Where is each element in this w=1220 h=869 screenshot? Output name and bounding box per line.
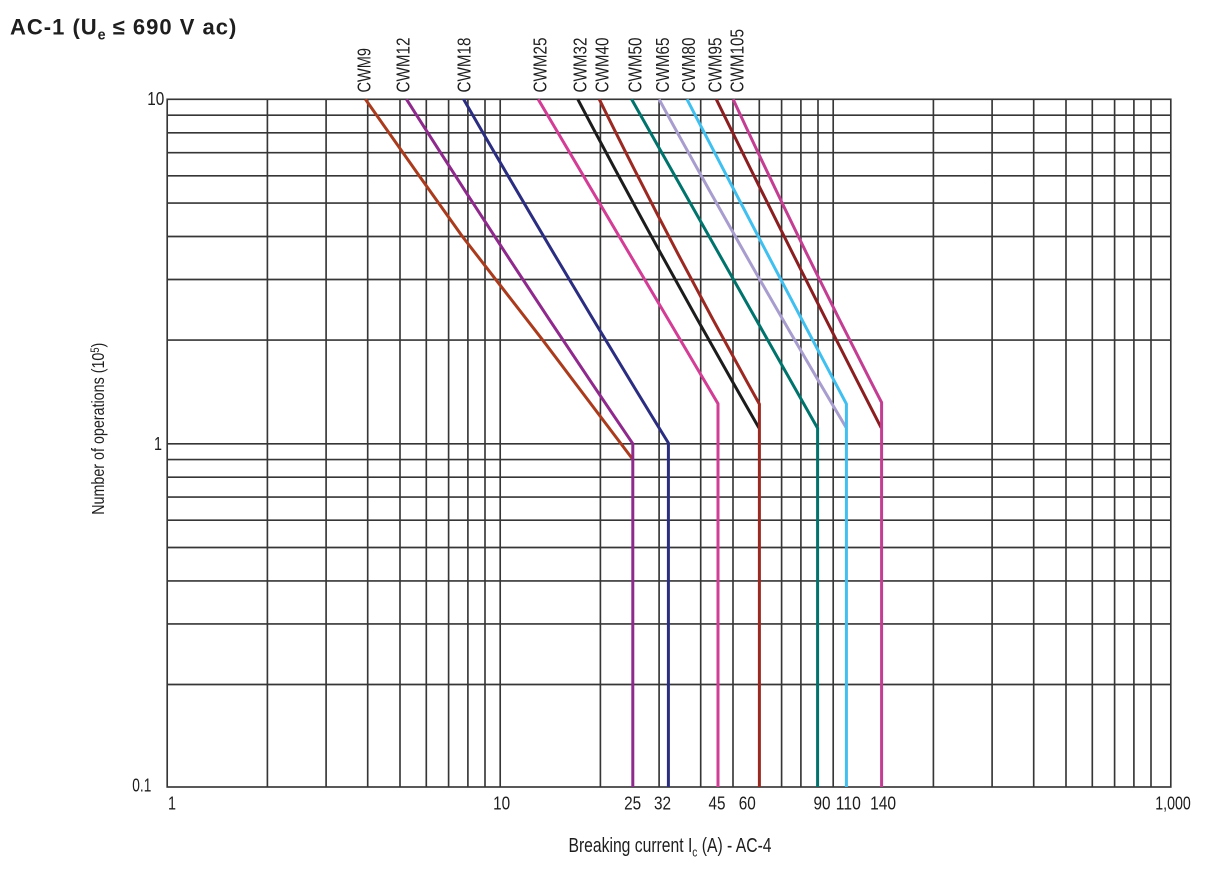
svg-text:10: 10	[493, 793, 510, 814]
svg-text:CWM12: CWM12	[393, 38, 414, 93]
svg-text:1,000: 1,000	[1155, 793, 1191, 814]
svg-text:AC-1 (Ue ≤ 690 V ac): AC-1 (Ue ≤ 690 V ac)	[10, 15, 237, 44]
svg-text:CWM95: CWM95	[705, 38, 726, 93]
svg-text:CWM32: CWM32	[570, 38, 591, 93]
svg-text:140: 140	[870, 793, 896, 814]
svg-text:25: 25	[624, 793, 641, 814]
svg-text:Breaking current Ic (A) - AC-4: Breaking current Ic (A) - AC-4	[568, 834, 771, 860]
svg-text:CWM65: CWM65	[652, 38, 673, 93]
svg-text:CWM40: CWM40	[591, 38, 612, 93]
svg-text:CWM50: CWM50	[625, 38, 646, 93]
svg-text:CWM25: CWM25	[529, 38, 550, 93]
svg-text:10: 10	[147, 88, 164, 109]
svg-text:CWM105: CWM105	[727, 29, 748, 93]
svg-text:110: 110	[836, 793, 861, 814]
svg-text:CWM80: CWM80	[678, 38, 699, 93]
svg-text:45: 45	[709, 793, 726, 814]
svg-text:32: 32	[654, 793, 671, 814]
svg-text:90: 90	[814, 793, 831, 814]
svg-text:CWM9: CWM9	[354, 48, 375, 93]
svg-text:1: 1	[154, 433, 162, 454]
svg-text:Number of operations (105): Number of operations (105)	[89, 343, 109, 515]
svg-text:60: 60	[739, 793, 756, 814]
svg-text:CWM18: CWM18	[453, 38, 474, 93]
svg-text:1: 1	[168, 793, 176, 814]
svg-text:0.1: 0.1	[132, 775, 151, 796]
